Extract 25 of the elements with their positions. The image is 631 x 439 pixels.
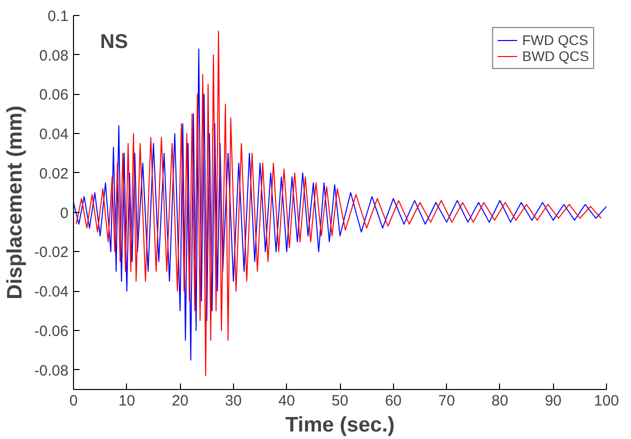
legend-label: FWD QCS <box>522 32 588 48</box>
x-tick-label: 20 <box>172 392 188 410</box>
y-tick-label: 0.08 <box>39 47 69 64</box>
x-tick-label: 50 <box>332 392 348 410</box>
x-tick-label: 70 <box>438 392 455 410</box>
x-tick-label: 90 <box>544 392 562 410</box>
legend-label: BWD QCS <box>522 48 589 64</box>
y-tick-label: -0.04 <box>34 284 69 301</box>
y-tick-label: -0.06 <box>34 322 69 340</box>
x-tick-label: 80 <box>492 392 508 410</box>
y-tick-label: -0.02 <box>34 244 69 262</box>
y-tick-label: 0.06 <box>39 86 69 104</box>
y-tick-label: 0.02 <box>39 165 69 182</box>
x-tick-label: 40 <box>278 392 296 410</box>
x-tick-label: 10 <box>118 392 136 410</box>
x-tick-label: 60 <box>384 392 402 410</box>
x-tick-label: 30 <box>225 392 242 410</box>
text: NS <box>100 30 128 53</box>
x-axis-title: Time (sec.) <box>285 414 395 436</box>
y-tick-label: 0.1 <box>48 8 69 25</box>
y-axis-title: Displacement (mm) <box>3 106 26 300</box>
y-tick-label: -0.08 <box>34 362 69 380</box>
y-tick-label: 0.04 <box>39 126 69 144</box>
x-tick-label: 100 <box>594 392 620 410</box>
y-tick-label: 0 <box>60 204 68 222</box>
